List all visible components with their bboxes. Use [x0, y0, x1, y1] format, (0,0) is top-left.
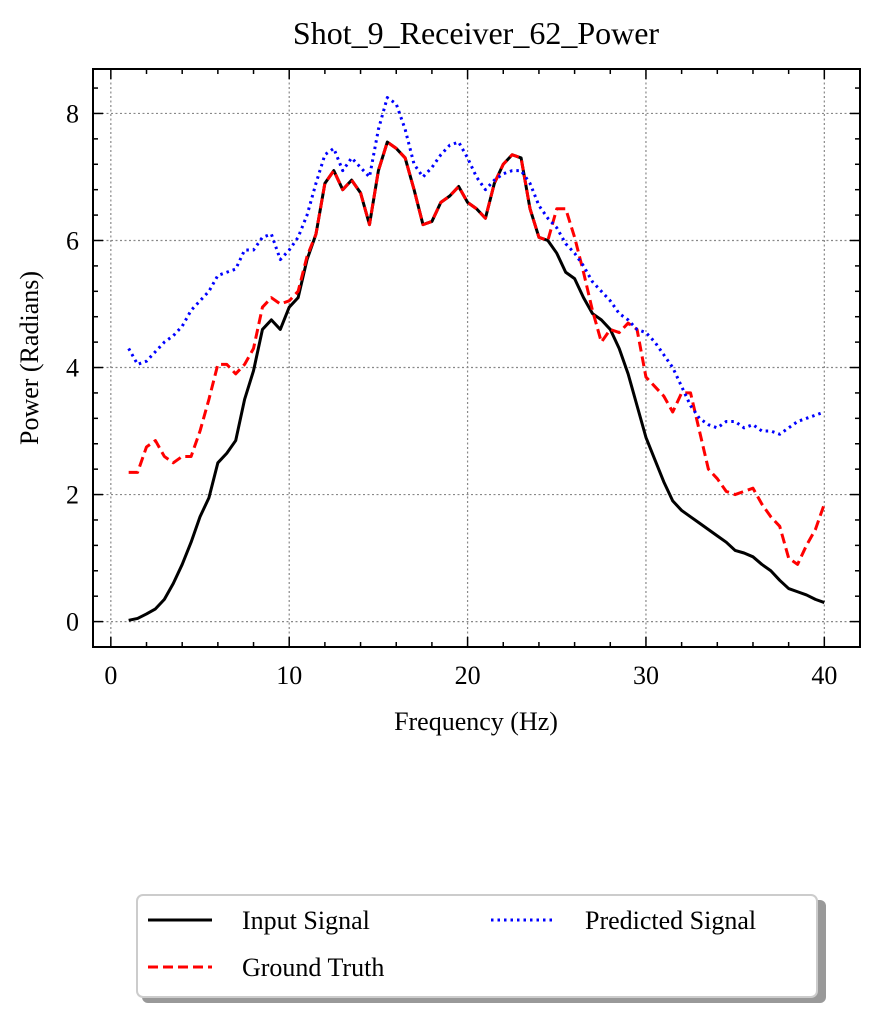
y-tick-label: 0	[66, 608, 79, 637]
x-tick-label: 10	[276, 661, 302, 690]
y-tick-label: 4	[66, 354, 79, 383]
y-tick-label: 6	[66, 226, 79, 255]
legend-label: Ground Truth	[242, 953, 384, 982]
y-tick-label: 2	[66, 481, 79, 510]
legend-label: Predicted Signal	[585, 906, 756, 935]
series-line	[128, 140, 825, 622]
legend-label: Input Signal	[242, 906, 370, 935]
x-tick-label: 0	[104, 661, 117, 690]
y-tick-label: 8	[66, 99, 79, 128]
x-tick-label: 20	[455, 661, 481, 690]
legend-box	[136, 894, 818, 998]
x-tick-label: 30	[633, 661, 659, 690]
x-tick-label: 40	[811, 661, 837, 690]
series-line	[128, 140, 826, 566]
plot-frame	[92, 68, 861, 648]
chart-title: Shot_9_Receiver_62_Power	[293, 15, 660, 51]
series-line	[127, 96, 825, 436]
y-axis-label: Power (Radians)	[15, 271, 44, 445]
legend: Input Signal Ground Truth Predicted Signal	[136, 894, 826, 1003]
x-axis-label: Frequency (Hz)	[394, 707, 558, 736]
